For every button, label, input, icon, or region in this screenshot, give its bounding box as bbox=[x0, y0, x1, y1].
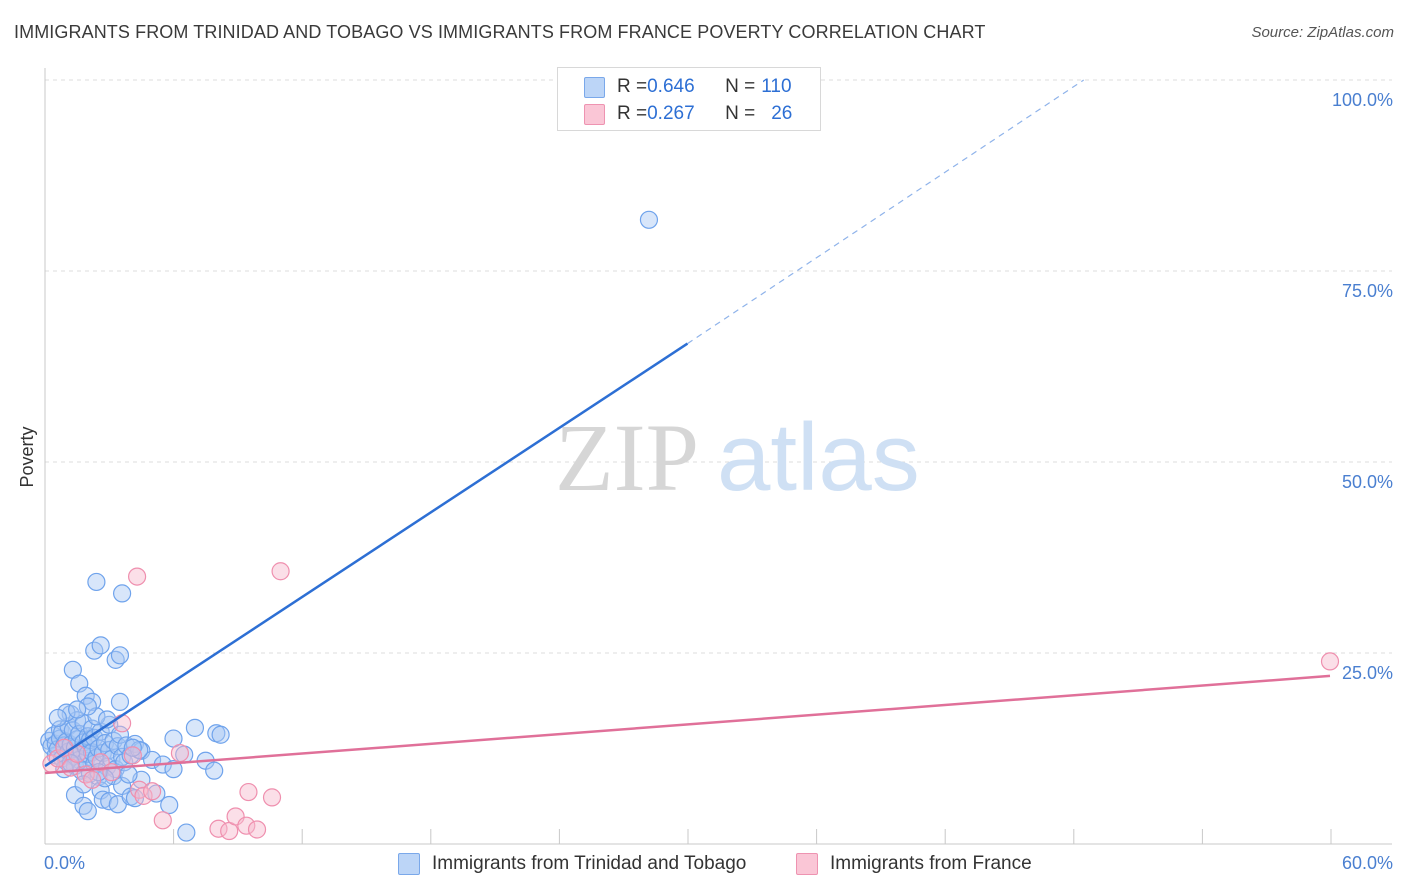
point-trinidad bbox=[119, 765, 138, 784]
series-label-france: Immigrants from France bbox=[830, 853, 1032, 874]
point-france bbox=[112, 714, 132, 733]
trend-lines bbox=[44, 79, 1331, 775]
point-trinidad bbox=[211, 725, 230, 744]
point-trinidad bbox=[177, 823, 196, 842]
point-france bbox=[247, 820, 267, 839]
x-tick-label: 60.0% bbox=[1342, 853, 1393, 873]
axes bbox=[44, 68, 1392, 845]
series-label-trinidad: Immigrants from Trinidad and Tobago bbox=[432, 853, 747, 874]
point-france bbox=[142, 782, 162, 801]
legend-row-trinidad: R = 0.646 N = 110 bbox=[584, 74, 792, 100]
point-trinidad bbox=[78, 802, 97, 821]
point-france bbox=[271, 562, 290, 581]
trend-line-trinidad bbox=[44, 342, 689, 768]
trend-line-france bbox=[44, 674, 1331, 775]
legend-n-value: 26 bbox=[771, 103, 793, 124]
point-trinidad bbox=[78, 697, 97, 716]
legend-n-value: 110 bbox=[761, 76, 792, 97]
point-trinidad bbox=[185, 718, 205, 737]
y-tick-label: 25.0% bbox=[1342, 663, 1393, 683]
chart-title: IMMIGRANTS FROM TRINIDAD AND TOBAGO VS I… bbox=[14, 22, 986, 42]
legend-n-label: N = bbox=[725, 76, 756, 97]
point-france bbox=[170, 743, 190, 763]
point-trinidad bbox=[112, 584, 132, 603]
legend-r-label: R = bbox=[617, 103, 648, 124]
legend-n-label: N = bbox=[725, 103, 756, 124]
point-france bbox=[237, 816, 256, 835]
point-france bbox=[209, 819, 228, 838]
point-trinidad bbox=[110, 725, 130, 744]
point-france bbox=[134, 786, 153, 805]
point-france bbox=[1320, 652, 1340, 671]
point-trinidad bbox=[110, 646, 130, 665]
series-swatch-trinidad bbox=[398, 853, 420, 875]
trend-line-trinidad-extension bbox=[687, 79, 1085, 345]
point-trinidad bbox=[91, 636, 110, 655]
point-france bbox=[127, 567, 147, 586]
point-france bbox=[262, 788, 282, 807]
point-trinidad bbox=[57, 703, 76, 722]
watermark-zip: ZIP bbox=[555, 404, 699, 511]
legend-row-france: R = 0.267 N = 26 bbox=[584, 101, 792, 127]
legend-swatch-france bbox=[584, 103, 605, 125]
series-legend-france[interactable]: Immigrants from France bbox=[796, 850, 1032, 878]
point-france bbox=[83, 770, 102, 789]
y-tick-label: 50.0% bbox=[1342, 472, 1393, 492]
legend-swatch-trinidad bbox=[584, 76, 605, 98]
y-tick-label: 75.0% bbox=[1342, 281, 1393, 301]
point-trinidad bbox=[639, 210, 659, 229]
point-trinidad bbox=[87, 572, 106, 592]
point-france bbox=[153, 811, 172, 830]
legend-r-value: 0.267 bbox=[647, 103, 695, 124]
point-trinidad bbox=[68, 700, 87, 719]
point-france bbox=[123, 746, 142, 765]
point-trinidad bbox=[123, 738, 142, 757]
point-trinidad bbox=[110, 692, 130, 711]
legend-r-value: 0.646 bbox=[647, 76, 695, 97]
point-trinidad bbox=[205, 761, 224, 780]
point-trinidad bbox=[160, 795, 179, 815]
point-trinidad bbox=[48, 708, 67, 728]
data-points bbox=[40, 210, 1340, 842]
legend-r-label: R = bbox=[617, 76, 648, 97]
x-tick-label: 0.0% bbox=[44, 853, 85, 873]
source-label: Source: ZipAtlas.com bbox=[1251, 24, 1394, 41]
correlation-legend: R = 0.646 N = 110 R = 0.267 N = 26 bbox=[557, 67, 821, 131]
point-france bbox=[239, 782, 258, 802]
point-trinidad bbox=[164, 760, 183, 779]
series-swatch-france bbox=[796, 853, 818, 875]
series-legend-trinidad[interactable]: Immigrants from Trinidad and Tobago bbox=[398, 850, 746, 878]
tick-labels: 25.0% 50.0% 75.0% 100.0% 0.0% 60.0% bbox=[44, 90, 1393, 873]
gridlines bbox=[45, 79, 1392, 654]
watermark-atlas: atlas bbox=[717, 404, 920, 511]
y-axis-label: Poverty bbox=[17, 426, 37, 487]
y-tick-label: 100.0% bbox=[1332, 90, 1393, 110]
